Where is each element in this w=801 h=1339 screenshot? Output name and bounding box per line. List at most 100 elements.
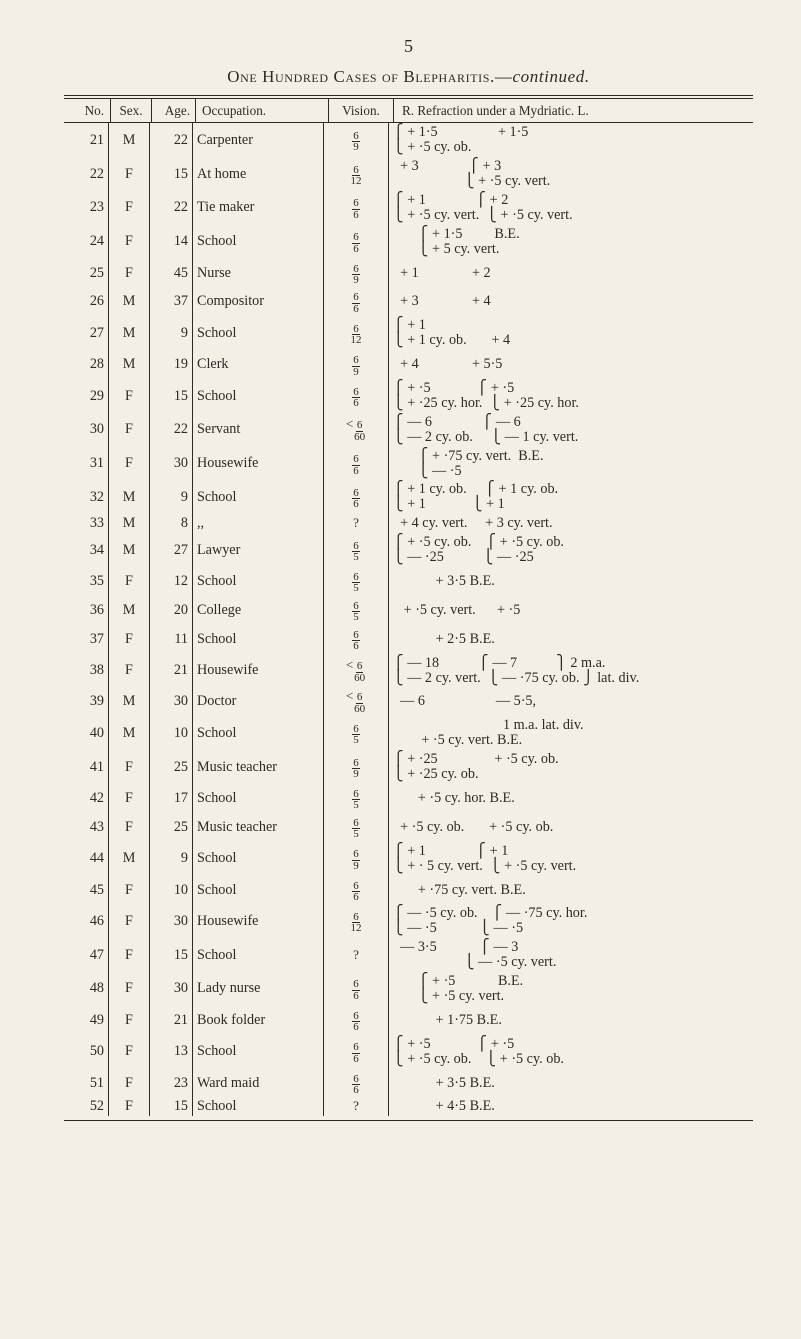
cell-no: 46 <box>64 904 109 938</box>
vision-fraction: 612 <box>350 165 363 187</box>
cell-sex: F <box>109 654 150 688</box>
table-row: 44M9School69⎧ + 1 ⎧ + 1 ⎩ + · 5 cy. vert… <box>64 842 753 876</box>
refraction-text: ⎧ + 1 ⎧ + 2 ⎩ + ·5 cy. vert. ⎩ + ·5 cy. … <box>393 193 573 223</box>
refraction-text: + 4 cy. vert. + 3 cy. vert. <box>393 516 553 531</box>
title-italic: continued. <box>512 67 589 86</box>
cell-age: 27 <box>150 533 193 567</box>
cell-age: 15 <box>150 157 193 191</box>
cell-occupation: Nurse <box>193 259 324 288</box>
cell-sex: M <box>109 123 150 157</box>
cell-sex: M <box>109 316 150 350</box>
cell-occupation: School <box>193 784 324 813</box>
cell-refraction: + ·75 cy. vert. B.E. <box>389 876 753 905</box>
cell-vision: ? <box>324 938 389 972</box>
table-row: 27M9School612⎧ + 1 ⎩ + 1 cy. ob. + 4 <box>64 316 753 350</box>
table-row: 36M20College65 + ·5 cy. vert. + ·5 <box>64 596 753 625</box>
vision-fraction: 66 <box>352 454 360 476</box>
cell-age: 30 <box>150 904 193 938</box>
cell-sex: F <box>109 413 150 447</box>
vision-fraction: 69 <box>352 849 360 871</box>
cell-vision: 65 <box>324 533 389 567</box>
table-row: 46F30Housewife612⎧ — ·5 cy. ob. ⎧ — ·75 … <box>64 904 753 938</box>
cell-vision: 66 <box>324 480 389 514</box>
table-row: 23F22Tie maker66⎧ + 1 ⎧ + 2 ⎩ + ·5 cy. v… <box>64 191 753 225</box>
cell-sex: F <box>109 876 150 905</box>
cell-refraction: 1 m.a. lat. div. + ·5 cy. vert. B.E. <box>389 716 753 750</box>
cell-vision: 66 <box>324 972 389 1006</box>
cell-age: 9 <box>150 842 193 876</box>
refraction-text: ⎧ + ·5 B.E. ⎩ + ·5 cy. vert. <box>393 974 523 1004</box>
cell-no: 23 <box>64 191 109 225</box>
refraction-text: ⎧ + 1 ⎧ + 1 ⎩ + · 5 cy. vert. ⎩ + ·5 cy.… <box>393 844 576 874</box>
cell-refraction: + 4·5 B.E. <box>389 1097 753 1116</box>
cell-sex: F <box>109 1097 150 1116</box>
table-row: 39M30Doctor<660 — 6 — 5·5, <box>64 687 753 716</box>
cell-sex: F <box>109 1035 150 1069</box>
cell-age: 30 <box>150 972 193 1006</box>
table-row: 37F11School66 + 2·5 B.E. <box>64 625 753 654</box>
cell-refraction: ⎧ + 1 cy. ob. ⎧ + 1 cy. ob. ⎩ + 1 ⎩ + 1 <box>389 480 753 514</box>
cell-no: 38 <box>64 654 109 688</box>
cell-age: 25 <box>150 813 193 842</box>
table-row: 47F15School? — 3·5 ⎧ — 3 ⎩ — ·5 cy. vert… <box>64 938 753 972</box>
col-age-header: Age. <box>152 99 196 123</box>
cell-occupation: Compositor <box>193 287 324 316</box>
cell-no: 39 <box>64 687 109 716</box>
cell-vision: 65 <box>324 567 389 596</box>
cell-refraction: + 1 + 2 <box>389 259 753 288</box>
vision-fraction: 66 <box>352 979 360 1001</box>
cell-occupation: School <box>193 625 324 654</box>
refraction-text: — 3·5 ⎧ — 3 ⎩ — ·5 cy. vert. <box>393 940 556 970</box>
vision-fraction: 66 <box>352 1011 360 1033</box>
cell-occupation: Servant <box>193 413 324 447</box>
vision-lt: < <box>346 688 353 703</box>
cell-no: 37 <box>64 625 109 654</box>
cell-vision: 66 <box>324 876 389 905</box>
cell-no: 30 <box>64 413 109 447</box>
vision-fraction: 69 <box>352 131 360 153</box>
cell-age: 15 <box>150 379 193 413</box>
cell-sex: F <box>109 813 150 842</box>
cell-age: 22 <box>150 123 193 157</box>
cell-vision: 66 <box>324 1069 389 1098</box>
cell-vision: 66 <box>324 1006 389 1035</box>
cell-sex: F <box>109 1006 150 1035</box>
cell-refraction: ⎧ + ·5 B.E. ⎩ + ·5 cy. vert. <box>389 972 753 1006</box>
cell-no: 43 <box>64 813 109 842</box>
cell-no: 48 <box>64 972 109 1006</box>
cell-vision: 66 <box>324 225 389 259</box>
cell-sex: M <box>109 514 150 533</box>
cell-occupation: Music teacher <box>193 813 324 842</box>
cell-refraction: + 3·5 B.E. <box>389 567 753 596</box>
vision-fraction: 612 <box>350 912 363 934</box>
table-row: 33M8,,? + 4 cy. vert. + 3 cy. vert. <box>64 514 753 533</box>
table-row: 25F45Nurse69 + 1 + 2 <box>64 259 753 288</box>
cell-sex: F <box>109 157 150 191</box>
vision-fraction: 65 <box>352 789 360 811</box>
cell-vision: <660 <box>324 654 389 688</box>
cell-no: 27 <box>64 316 109 350</box>
table-row: 29F15School66⎧ + ·5 ⎧ + ·5 ⎩ + ·25 cy. h… <box>64 379 753 413</box>
cell-age: 30 <box>150 687 193 716</box>
refraction-text: ⎧ + ·25 + ·5 cy. ob. ⎩ + ·25 cy. ob. <box>393 752 559 782</box>
vision-text: ? <box>353 515 359 530</box>
refraction-text: ⎧ + 1 ⎩ + 1 cy. ob. + 4 <box>393 318 510 348</box>
col-vis-header: Vision. <box>329 99 394 123</box>
refraction-text: ⎧ + 1·5 + 1·5 ⎩ + ·5 cy. ob. <box>393 125 528 155</box>
cell-occupation: School <box>193 938 324 972</box>
table-row: 34M27Lawyer65⎧ + ·5 cy. ob. ⎧ + ·5 cy. o… <box>64 533 753 567</box>
cell-occupation: School <box>193 1035 324 1069</box>
cell-refraction: + ·5 cy. ob. + ·5 cy. ob. <box>389 813 753 842</box>
cell-occupation: Housewife <box>193 447 324 481</box>
cell-occupation: College <box>193 596 324 625</box>
cell-sex: F <box>109 447 150 481</box>
cell-occupation: School <box>193 567 324 596</box>
cell-sex: M <box>109 687 150 716</box>
title-smallcaps: One Hundred Cases of Blepharitis.— <box>227 67 512 86</box>
cell-age: 30 <box>150 447 193 481</box>
table-header: No. Sex. Age. Occupation. Vision. R. Ref… <box>64 99 753 124</box>
cell-refraction: ⎧ + ·75 cy. vert. B.E. ⎩ — ·5 <box>389 447 753 481</box>
cell-refraction: — 3·5 ⎧ — 3 ⎩ — ·5 cy. vert. <box>389 938 753 972</box>
table-row: 49F21Book folder66 + 1·75 B.E. <box>64 1006 753 1035</box>
cell-occupation: School <box>193 225 324 259</box>
